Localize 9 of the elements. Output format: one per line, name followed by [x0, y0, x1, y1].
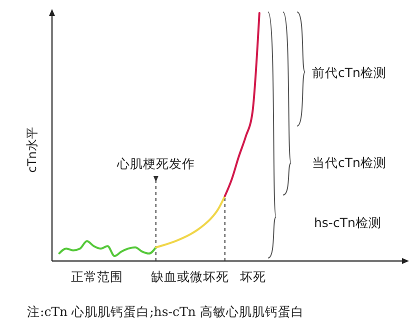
text: 当代cTn检测 [312, 155, 386, 170]
text: 坏死 [239, 269, 266, 284]
annotation: 心肌梗死发作 [116, 156, 195, 171]
text: 缺血或微坏死 [151, 269, 229, 284]
text: 注:cTn 心肌肌钙蛋白;hs-cTn 高敏心肌肌钙蛋白 [27, 304, 304, 319]
text: 正常范围 [71, 269, 123, 284]
text: hs-cTn检测 [314, 215, 382, 230]
text: 前代cTn检测 [312, 65, 386, 80]
y-axis-title: cTn水平 [25, 127, 39, 173]
